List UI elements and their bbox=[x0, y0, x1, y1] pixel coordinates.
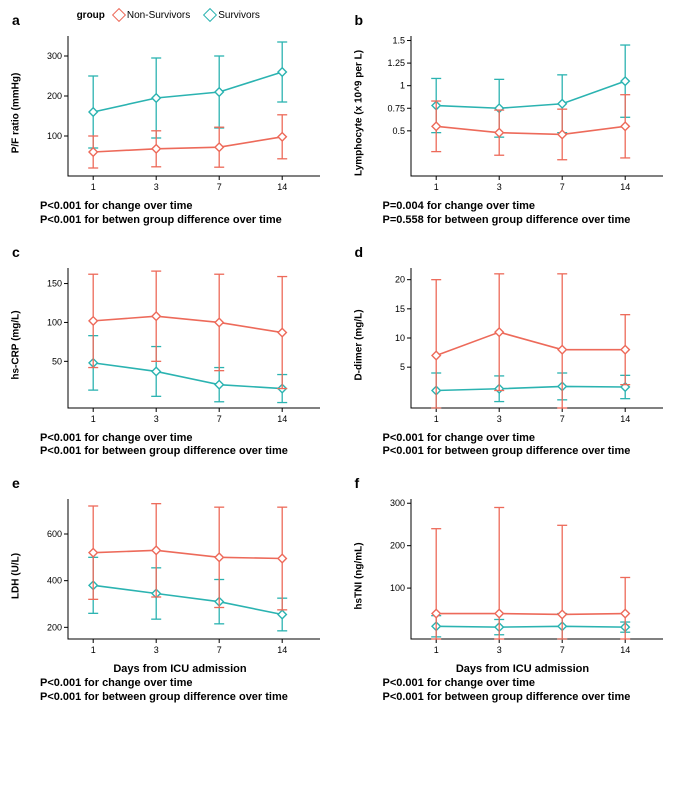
svg-text:0.75: 0.75 bbox=[387, 103, 405, 113]
panel-f: f hsTNI (ng/mL) 100 200 300 1 3 7 14 Days from IC… bbox=[353, 473, 676, 711]
svg-text:10: 10 bbox=[394, 333, 404, 343]
figure-grid: agroupNon-SurvivorsSurvivors P/F ratio (m… bbox=[10, 10, 675, 711]
legend bbox=[10, 242, 333, 256]
svg-text:0.5: 0.5 bbox=[392, 126, 405, 136]
y-axis-label: LDH (U/L) bbox=[11, 553, 22, 599]
svg-text:7: 7 bbox=[217, 645, 222, 655]
svg-text:3: 3 bbox=[496, 414, 501, 424]
svg-text:1: 1 bbox=[91, 414, 96, 424]
p-values-text: P<0.001 for change over timeP<0.001 for … bbox=[40, 677, 333, 705]
legend bbox=[10, 473, 333, 487]
svg-text:20: 20 bbox=[394, 274, 404, 284]
svg-text:1.25: 1.25 bbox=[387, 58, 405, 68]
panel-d: d D-dimer (mg/L) 5 10 15 20 1 3 7 14 P<0.001 for c… bbox=[353, 242, 676, 466]
p-values-text: P<0.001 for change over timeP<0.001 for … bbox=[383, 432, 676, 460]
svg-text:1: 1 bbox=[433, 645, 438, 655]
chart-svg: 5 10 15 20 1 3 7 14 bbox=[373, 260, 673, 430]
svg-text:5: 5 bbox=[399, 362, 404, 372]
p-values-text: P<0.001 for change over timeP<0.001 for … bbox=[40, 432, 333, 460]
chart-svg: 50 100 150 1 3 7 14 bbox=[30, 260, 330, 430]
x-axis-label: Days from ICU admission bbox=[30, 663, 330, 675]
plot-area: Lymphocyte (x 10^9 per L)0.50.7511.251.5… bbox=[373, 28, 673, 198]
svg-text:7: 7 bbox=[217, 414, 222, 424]
legend bbox=[353, 242, 676, 256]
y-axis-label: hsTNI (ng/mL) bbox=[353, 542, 364, 609]
y-axis-label: P/F ratio (mmHg) bbox=[11, 73, 22, 154]
p-values-text: P<0.001 for change over timeP<0.001 for … bbox=[40, 200, 333, 228]
x-axis-label: Days from ICU admission bbox=[373, 663, 673, 675]
p-values-text: P=0.004 for change over timeP=0.558 for … bbox=[383, 200, 676, 228]
svg-text:15: 15 bbox=[394, 303, 404, 313]
chart-svg: 0.5 0.75 1 1.25 1.5 1 3 7 14 bbox=[373, 28, 673, 198]
svg-text:14: 14 bbox=[277, 414, 287, 424]
y-axis-label: hs-CRP (mg/L) bbox=[11, 310, 22, 379]
svg-text:1: 1 bbox=[91, 645, 96, 655]
legend: groupNon-SurvivorsSurvivors bbox=[10, 10, 333, 24]
svg-text:14: 14 bbox=[620, 414, 630, 424]
svg-text:3: 3 bbox=[496, 645, 501, 655]
panel-label: d bbox=[355, 244, 364, 260]
panel-label: f bbox=[355, 475, 360, 491]
panel-label: b bbox=[355, 12, 364, 28]
svg-text:1: 1 bbox=[433, 182, 438, 192]
plot-area: hs-CRP (mg/L)5010015013714 bbox=[30, 260, 330, 430]
svg-text:7: 7 bbox=[559, 182, 564, 192]
svg-text:150: 150 bbox=[47, 278, 62, 288]
chart-svg: 100 200 300 1 3 7 14 bbox=[373, 491, 673, 661]
chart-svg: 100 200 300 1 3 7 14 bbox=[30, 28, 330, 198]
svg-text:200: 200 bbox=[389, 541, 404, 551]
svg-text:7: 7 bbox=[559, 645, 564, 655]
svg-text:14: 14 bbox=[620, 645, 630, 655]
p-values-text: P<0.001 for change over timeP<0.001 for … bbox=[383, 677, 676, 705]
svg-text:14: 14 bbox=[277, 645, 287, 655]
panel-e: e LDH (U/L) 200 400 600 1 3 7 14 Days from ICU ad… bbox=[10, 473, 333, 711]
svg-text:400: 400 bbox=[47, 576, 62, 586]
panel-label: a bbox=[12, 12, 20, 28]
plot-area: D-dimer (mg/L)510152013714 bbox=[373, 260, 673, 430]
panel-b: b Lymphocyte (x 10^9 per L) 0.5 0.75 1 1.25 1.… bbox=[353, 10, 676, 234]
legend bbox=[353, 10, 676, 24]
svg-text:300: 300 bbox=[47, 51, 62, 61]
panel-c: c hs-CRP (mg/L) 50 100 150 1 3 7 14 P<0.001 for c… bbox=[10, 242, 333, 466]
plot-area: P/F ratio (mmHg)10020030013714 bbox=[30, 28, 330, 198]
svg-text:100: 100 bbox=[47, 131, 62, 141]
svg-text:200: 200 bbox=[47, 91, 62, 101]
svg-text:1: 1 bbox=[399, 81, 404, 91]
y-axis-label: D-dimer (mg/L) bbox=[353, 309, 364, 380]
chart-svg: 200 400 600 1 3 7 14 bbox=[30, 491, 330, 661]
svg-text:200: 200 bbox=[47, 622, 62, 632]
svg-text:1.5: 1.5 bbox=[392, 36, 405, 46]
svg-text:14: 14 bbox=[277, 182, 287, 192]
svg-text:3: 3 bbox=[154, 414, 159, 424]
svg-text:300: 300 bbox=[389, 498, 404, 508]
svg-text:7: 7 bbox=[217, 182, 222, 192]
svg-text:1: 1 bbox=[91, 182, 96, 192]
svg-text:50: 50 bbox=[52, 356, 62, 366]
svg-text:3: 3 bbox=[496, 182, 501, 192]
svg-text:100: 100 bbox=[389, 583, 404, 593]
svg-text:7: 7 bbox=[559, 414, 564, 424]
panel-label: e bbox=[12, 475, 20, 491]
plot-area: hsTNI (ng/mL)10020030013714 bbox=[373, 491, 673, 661]
y-axis-label: Lymphocyte (x 10^9 per L) bbox=[353, 50, 364, 176]
legend bbox=[353, 473, 676, 487]
svg-text:1: 1 bbox=[433, 414, 438, 424]
panel-a: agroupNon-SurvivorsSurvivors P/F ratio (m… bbox=[10, 10, 333, 234]
svg-text:600: 600 bbox=[47, 529, 62, 539]
svg-text:3: 3 bbox=[154, 645, 159, 655]
svg-text:100: 100 bbox=[47, 317, 62, 327]
plot-area: LDH (U/L)20040060013714 bbox=[30, 491, 330, 661]
svg-text:3: 3 bbox=[154, 182, 159, 192]
panel-label: c bbox=[12, 244, 20, 260]
svg-text:14: 14 bbox=[620, 182, 630, 192]
